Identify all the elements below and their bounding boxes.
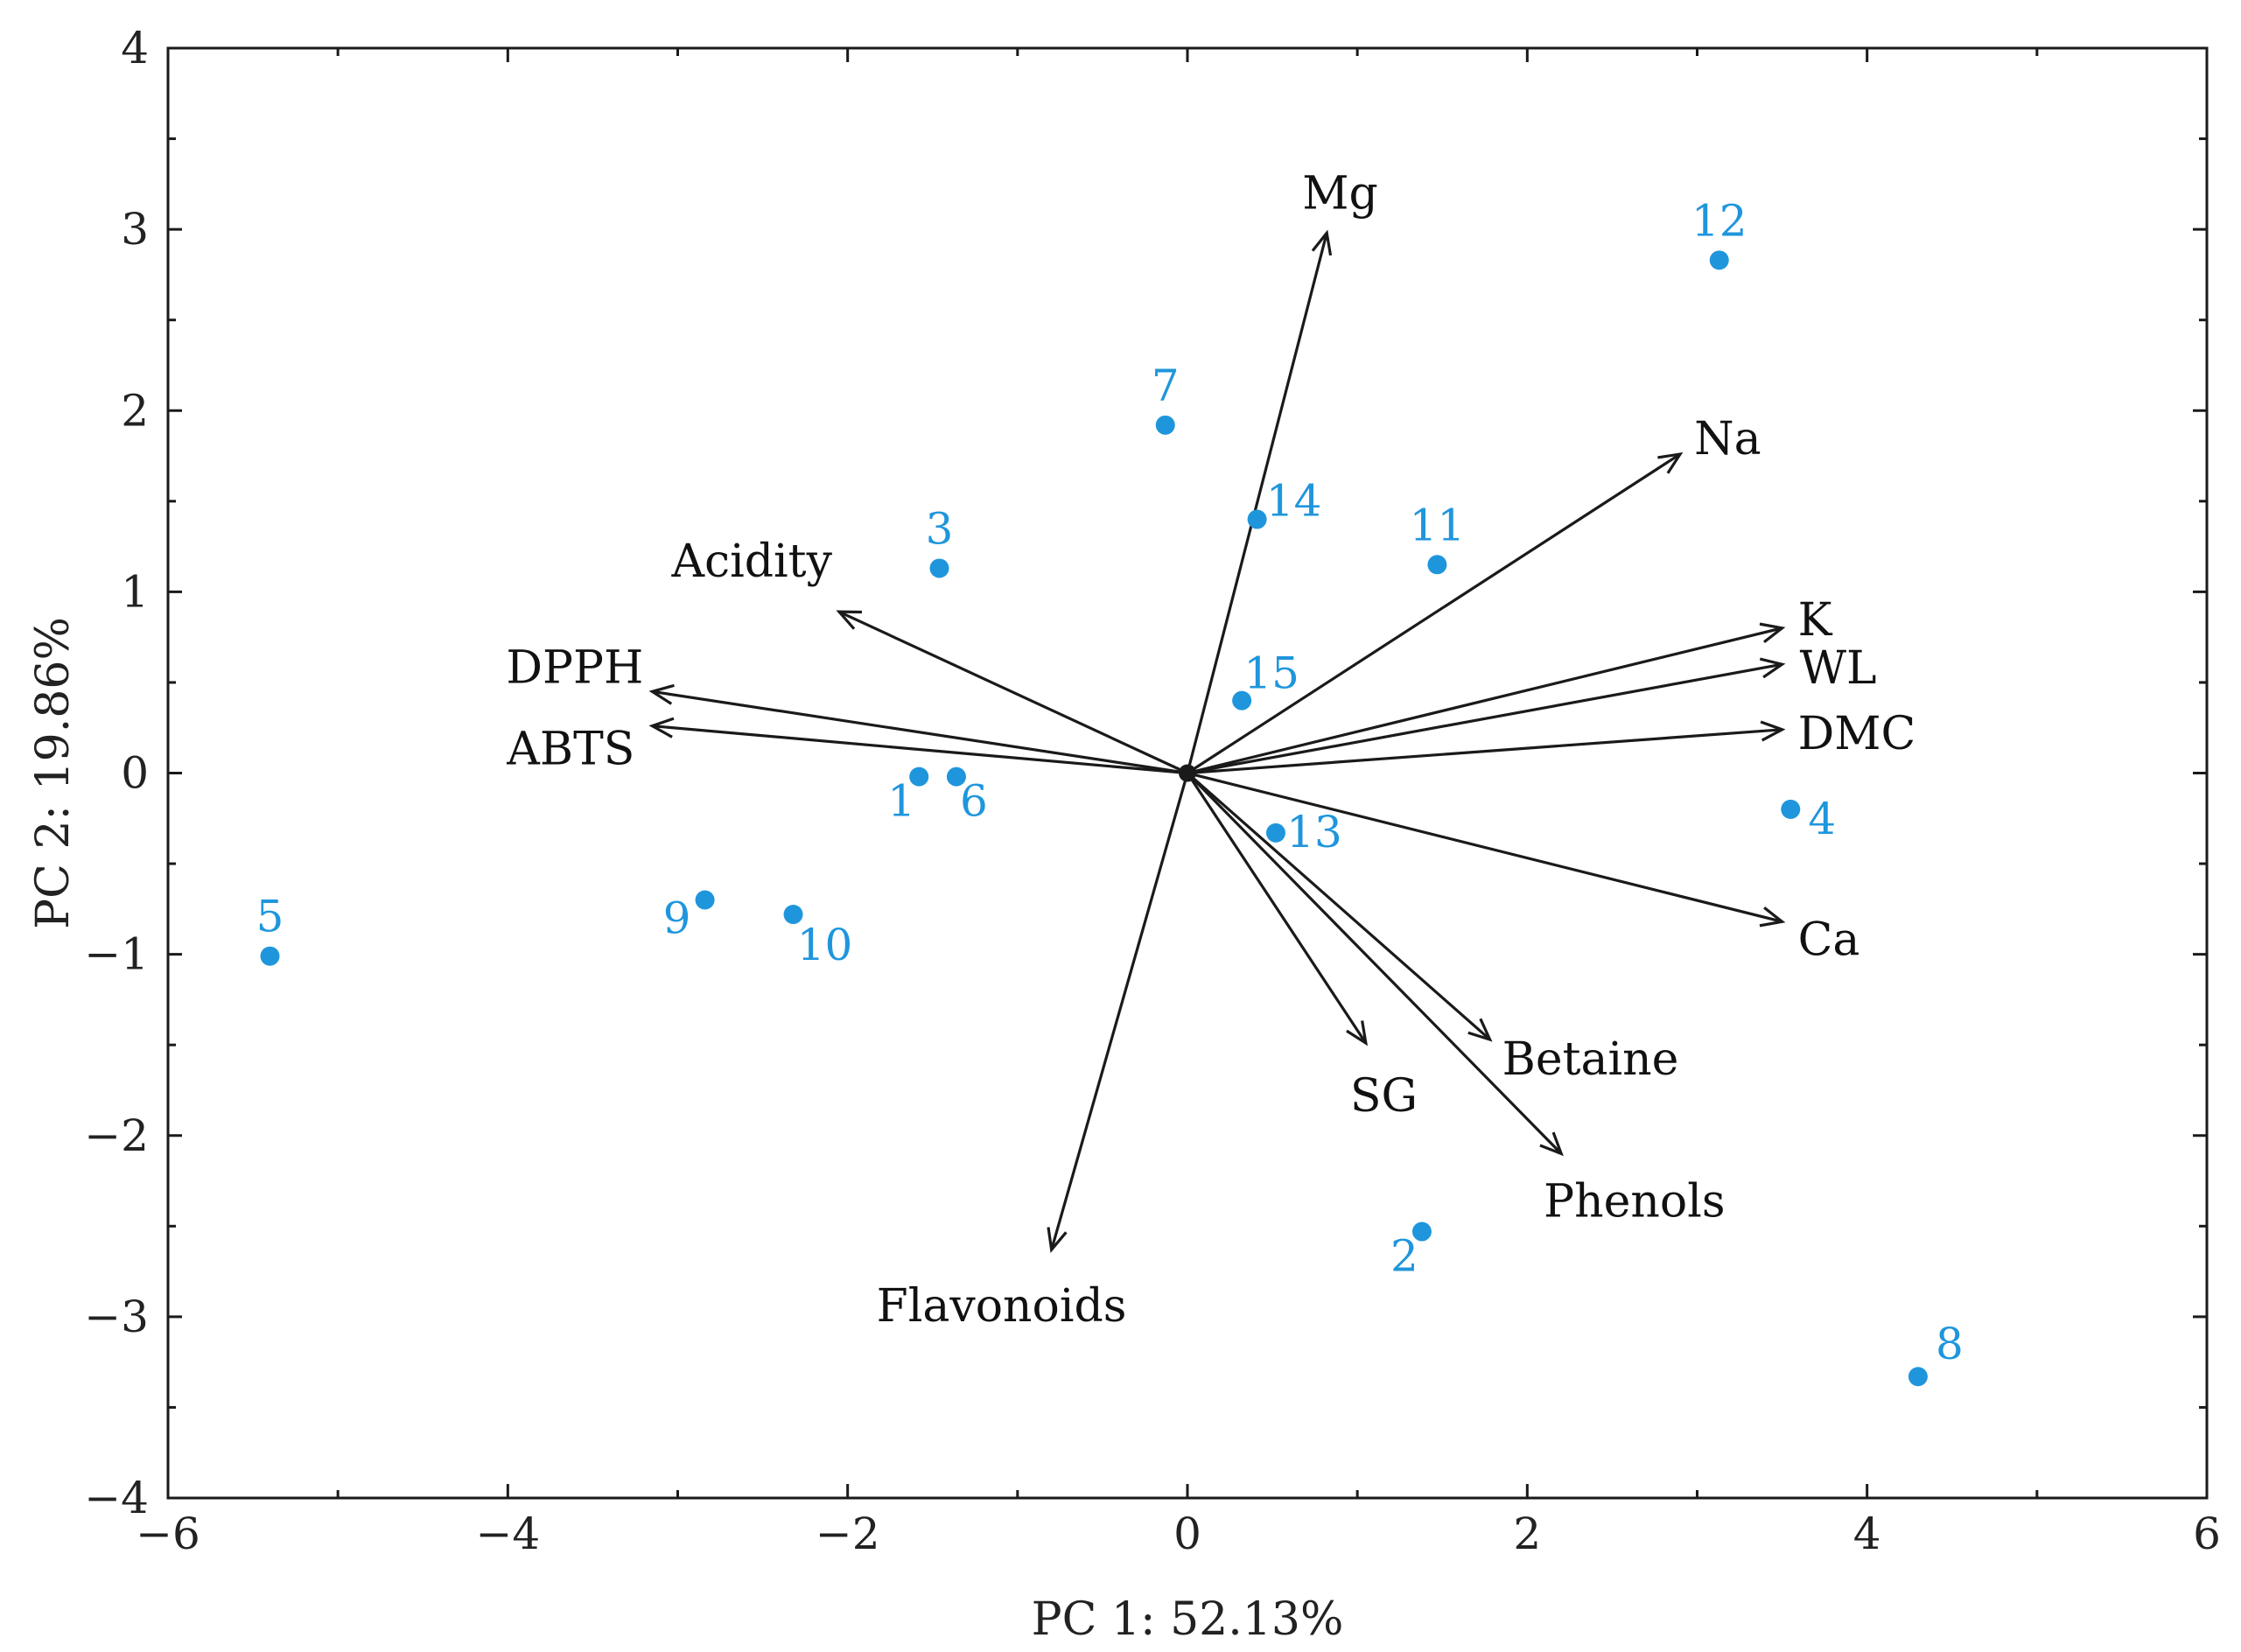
loading-arrow-mg bbox=[1186, 232, 1328, 774]
loading-arrows bbox=[648, 229, 1786, 1254]
loading-label-flavonoids: Flavonoids bbox=[877, 1280, 1127, 1333]
observation-label-11: 11 bbox=[1410, 500, 1466, 550]
observation-point-6 bbox=[946, 766, 966, 787]
loading-arrowhead-mg bbox=[1311, 229, 1333, 256]
observation-point-1 bbox=[909, 766, 929, 787]
observation-label-2: 2 bbox=[1390, 1231, 1418, 1282]
loading-arrowhead-dmc bbox=[1760, 720, 1786, 742]
x-tick-label: −4 bbox=[475, 1508, 540, 1559]
y-tick-label: 2 bbox=[121, 385, 149, 436]
loading-label-dmc: DMC bbox=[1798, 708, 1916, 760]
observation-label-5: 5 bbox=[256, 892, 284, 942]
observation-label-6: 6 bbox=[960, 776, 988, 827]
loading-label-sg: SG bbox=[1350, 1070, 1418, 1123]
loading-label-abts: ABTS bbox=[506, 724, 634, 776]
loading-label-ca: Ca bbox=[1798, 914, 1860, 966]
observation-point-15 bbox=[1232, 690, 1252, 710]
observation-point-14 bbox=[1247, 509, 1267, 529]
observation-label-8: 8 bbox=[1936, 1319, 1964, 1369]
loading-label-mg: Mg bbox=[1302, 167, 1378, 220]
observation-point-8 bbox=[1908, 1367, 1928, 1387]
y-tick-label: −2 bbox=[84, 1110, 149, 1161]
loading-arrowhead-sg bbox=[1346, 1020, 1369, 1046]
loading-arrow-k bbox=[1187, 626, 1782, 775]
x-tick-label: 2 bbox=[1513, 1508, 1541, 1559]
loading-arrow-ca bbox=[1187, 771, 1782, 923]
observation-point-10 bbox=[783, 905, 803, 925]
observation-point-5 bbox=[260, 946, 280, 966]
loading-arrowhead-betaine bbox=[1467, 1018, 1493, 1042]
y-tick-label: 3 bbox=[121, 204, 149, 255]
observation-label-13: 13 bbox=[1286, 807, 1342, 858]
loading-arrowhead-k bbox=[1759, 622, 1786, 643]
y-tick-label: −1 bbox=[84, 929, 149, 980]
observation-label-9: 9 bbox=[663, 892, 691, 943]
observation-label-3: 3 bbox=[926, 503, 954, 554]
observation-points bbox=[260, 250, 1928, 1387]
loading-arrow-sg bbox=[1186, 772, 1368, 1044]
x-tick-label: −6 bbox=[136, 1508, 200, 1559]
observation-point-11 bbox=[1427, 555, 1447, 575]
observation-point-4 bbox=[1781, 799, 1801, 819]
loading-arrowhead-wl bbox=[1759, 657, 1786, 679]
loading-arrowhead-acidity bbox=[836, 610, 862, 630]
loading-label-k: K bbox=[1798, 594, 1833, 647]
loading-arrow-flavonoids bbox=[1050, 773, 1189, 1250]
loading-arrowhead-flavonoids bbox=[1047, 1227, 1068, 1254]
loading-label-phenols: Phenols bbox=[1544, 1175, 1725, 1228]
observation-label-1: 1 bbox=[887, 776, 915, 827]
loading-arrowhead-phenols bbox=[1539, 1131, 1564, 1157]
x-tick-label: 6 bbox=[2193, 1508, 2221, 1559]
observation-label-10: 10 bbox=[797, 920, 853, 970]
loading-arrow-acidity bbox=[838, 610, 1188, 774]
loading-arrowhead-na bbox=[1657, 452, 1684, 474]
x-axis-title: PC 1: 52.13% bbox=[1032, 1593, 1344, 1646]
observation-point-3 bbox=[929, 558, 949, 578]
loading-arrow-dpph bbox=[652, 690, 1188, 775]
loading-arrow-wl bbox=[1187, 662, 1782, 775]
x-tick-label: 0 bbox=[1173, 1508, 1201, 1559]
observation-point-9 bbox=[695, 890, 715, 910]
loading-arrow-phenols bbox=[1186, 772, 1563, 1155]
y-tick-label: −4 bbox=[84, 1473, 149, 1523]
observation-point-7 bbox=[1155, 415, 1175, 435]
origin-marker bbox=[1179, 764, 1196, 782]
loading-label-na: Na bbox=[1694, 413, 1761, 466]
loading-label-wl: WL bbox=[1800, 642, 1877, 695]
observation-label-4: 4 bbox=[1808, 794, 1836, 844]
loading-label-betaine: Betaine bbox=[1502, 1033, 1679, 1086]
loading-arrowhead-dpph bbox=[648, 683, 675, 705]
loading-arrowhead-abts bbox=[648, 717, 675, 738]
x-tick-label: 4 bbox=[1853, 1508, 1881, 1559]
observation-label-12: 12 bbox=[1691, 195, 1747, 246]
loading-label-acidity: Acidity bbox=[670, 536, 832, 588]
observation-point-2 bbox=[1411, 1222, 1432, 1242]
loading-arrow-betaine bbox=[1186, 772, 1491, 1041]
x-tick-label: −2 bbox=[816, 1508, 880, 1559]
loading-arrow-abts bbox=[652, 724, 1188, 775]
loading-arrowhead-ca bbox=[1759, 906, 1786, 928]
y-tick-label: 1 bbox=[121, 566, 149, 617]
loading-arrow-na bbox=[1187, 452, 1681, 774]
observation-point-13 bbox=[1265, 822, 1285, 843]
y-axis-title: PC 2: 19.86% bbox=[27, 617, 80, 929]
chart-labels: Mg Na KWL DMC Ca Acidity DPPH ABTS SG Betaine Phen… bbox=[256, 167, 1964, 1369]
loading-label-dpph: DPPH bbox=[506, 641, 643, 694]
observation-point-12 bbox=[1709, 250, 1729, 270]
observation-label-14: 14 bbox=[1266, 476, 1322, 527]
y-tick-label: 4 bbox=[121, 23, 149, 74]
observation-label-15: 15 bbox=[1243, 648, 1299, 699]
y-tick-label: −3 bbox=[84, 1292, 149, 1342]
observation-label-7: 7 bbox=[1152, 360, 1180, 411]
y-tick-label: 0 bbox=[121, 748, 149, 799]
loading-arrow-dmc bbox=[1187, 728, 1782, 775]
